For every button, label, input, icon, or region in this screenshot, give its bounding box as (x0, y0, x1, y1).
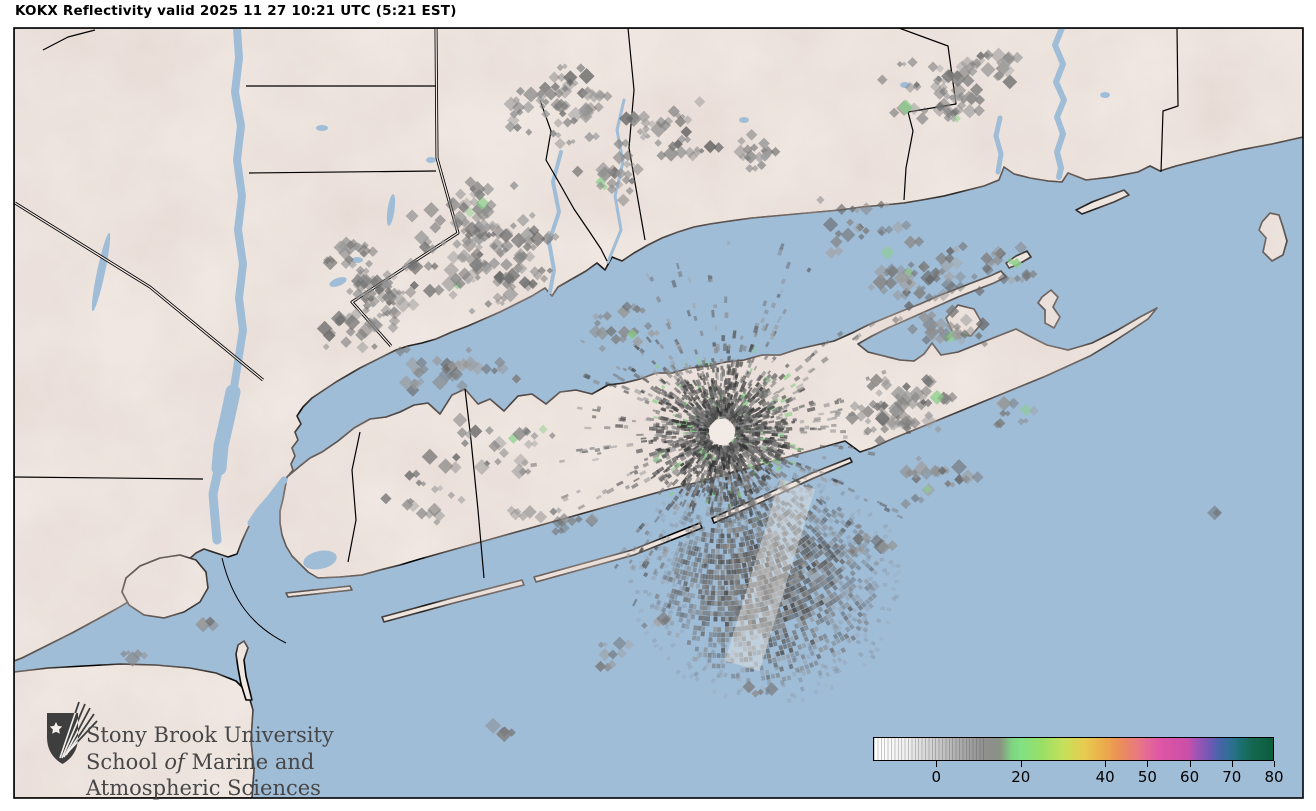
jamaica-bay (303, 550, 337, 570)
border-nassau-suffolk (464, 388, 485, 579)
colorbar: 0 20 40 50 60 70 80 (873, 737, 1284, 786)
colorbar-tick (936, 761, 938, 767)
logo-line-1: Stony Brook University (86, 723, 334, 747)
connecticut-river (1052, 28, 1067, 180)
border-ny-ct-inner (351, 28, 459, 347)
island-gardiners (1037, 289, 1061, 329)
logo-shield (47, 701, 98, 764)
border-nj-county (14, 476, 204, 480)
colorbar-tick (1189, 761, 1191, 767)
landmass-mainland (14, 28, 1303, 662)
island-sandy-hook (235, 640, 253, 701)
colorbar-tick-label: 40 (1095, 768, 1115, 786)
boundary-lines (14, 28, 1179, 644)
logo-line-3: Atmospheric Sciences (86, 776, 321, 800)
colorbar-tick-label: 60 (1180, 768, 1200, 786)
figure-title: KOKX Reflectivity valid 2025 11 27 10:21… (15, 3, 457, 19)
colorbar-tick (1231, 761, 1233, 767)
colorbar-tick (1020, 761, 1022, 767)
colorbar-tick (1274, 761, 1275, 767)
border-ct-middle (627, 28, 646, 241)
colorbar-tick (1147, 761, 1149, 767)
shield-star-icon (49, 722, 63, 734)
hudson-river-upper (229, 28, 247, 398)
sea-clutter-bright-band (725, 478, 815, 672)
landmass-new-jersey-shore (14, 663, 255, 798)
housatonic-river (547, 150, 563, 294)
colorbar-tick-label: 0 (931, 768, 942, 786)
island-rockaway (285, 585, 353, 598)
colorbar-tick (1105, 761, 1107, 767)
lakes (91, 82, 1110, 312)
colorbar-tick-label: 50 (1137, 768, 1157, 786)
island-block (1258, 212, 1288, 262)
hudson-river-wide (211, 384, 241, 476)
border-ct-housatonic (539, 99, 608, 262)
quinnipiac-river (606, 98, 626, 264)
colorbar-tick-label: 70 (1222, 768, 1242, 786)
border-ct-ri (1160, 28, 1179, 173)
thames-river (993, 115, 1004, 175)
logo-line-2: School of Marine and (86, 749, 315, 774)
colorbar-tick-label: 20 (1011, 768, 1031, 786)
shield-stripes (59, 713, 78, 759)
border-harbor-channel (221, 557, 287, 644)
colorbar-tick-label: 80 (1264, 768, 1284, 786)
island-staten (121, 554, 209, 619)
radar-site-hole (709, 419, 735, 445)
colorbar-gradient (873, 737, 1274, 761)
island-barrier-mid (533, 522, 703, 583)
border-top-left (42, 29, 96, 51)
map-frame (13, 27, 1304, 799)
hudson-river-lower (208, 461, 224, 545)
island-fishers (1075, 189, 1130, 215)
island-barrier-west (381, 579, 525, 623)
border-queens-nassau (347, 431, 361, 563)
rivers (208, 28, 1067, 545)
logo-text: Stony Brook University School of Marine … (86, 722, 334, 802)
border-putnam-south (248, 170, 437, 174)
border-ny-nj-inner (14, 202, 264, 381)
colorbar-bin-lines (874, 738, 987, 760)
east-river (247, 476, 288, 527)
